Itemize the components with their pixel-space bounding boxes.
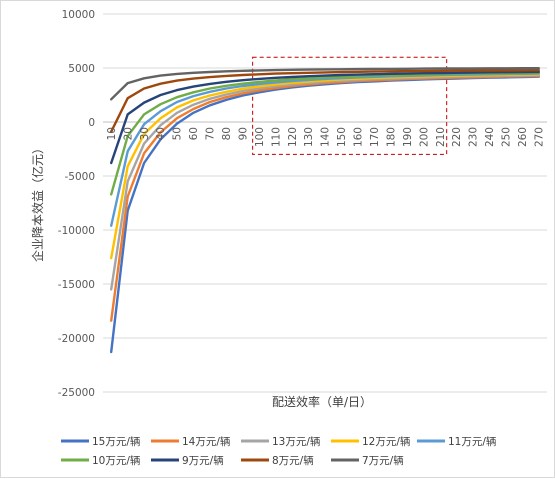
x-tick-label: 180	[385, 127, 397, 147]
legend-label: 7万元/辆	[362, 454, 404, 467]
x-tick-label: 150	[336, 127, 348, 147]
x-tick-label: 200	[418, 127, 430, 147]
x-tick-label: 30	[139, 127, 151, 140]
x-tick-label: 100	[254, 127, 266, 147]
series-line	[109, 75, 540, 354]
y-tick-label: 5000	[68, 63, 95, 75]
x-tick-label: 130	[303, 127, 315, 147]
x-tick-label: 250	[501, 127, 513, 147]
x-tick-label: 70	[205, 127, 217, 140]
x-tick-label: 140	[320, 127, 332, 147]
y-tick-label: -10000	[58, 225, 95, 237]
y-tick-label: -20000	[58, 333, 95, 345]
x-tick-label: 230	[468, 127, 480, 147]
x-tick-label: 80	[221, 127, 233, 140]
x-tick-label: 190	[402, 127, 414, 147]
legend-label: 8万元/辆	[272, 454, 314, 467]
y-tick-label: 10000	[62, 9, 95, 21]
y-axis-title: 企业降本效益（亿元）	[30, 142, 45, 262]
x-tick-label: 60	[188, 127, 200, 140]
y-tick-labels: 10000 5000 0 -5000 -10000 -15000 -20000 -25000	[58, 9, 95, 399]
x-tick-label: 260	[517, 127, 529, 147]
legend-label: 13万元/辆	[272, 435, 320, 448]
y-tick-label: -25000	[58, 387, 95, 399]
series-lines	[109, 66, 540, 354]
x-tick-label: 20	[122, 127, 134, 140]
highlight-rect	[252, 56, 448, 155]
x-tick-label: 50	[172, 127, 184, 140]
highlight-box	[252, 56, 448, 155]
x-tick-label: 90	[237, 127, 249, 140]
x-tick-label: 210	[435, 127, 447, 147]
gridlines	[103, 13, 547, 393]
x-tick-label: 110	[270, 127, 282, 147]
x-axis-title: 配送效率（单/日）	[272, 394, 372, 409]
legend-label: 15万元/辆	[92, 435, 140, 448]
x-tick-labels: 10 20 30 40 50 60 70 80 90 100 110 120 130 140 150 160 1…	[106, 127, 546, 147]
x-tick-label: 240	[484, 127, 496, 147]
x-tick-label: 170	[369, 127, 381, 147]
x-tick-label: 220	[451, 127, 463, 147]
x-tick-label: 10	[106, 127, 118, 140]
y-tick-label: -5000	[64, 171, 95, 183]
legend-label: 9万元/辆	[182, 454, 224, 467]
x-tick-label: 160	[353, 127, 365, 147]
legend-label: 10万元/辆	[92, 454, 140, 467]
series-line	[109, 70, 540, 165]
x-tick-label: 40	[155, 127, 167, 140]
y-tick-label: 0	[88, 117, 95, 129]
series-line	[109, 66, 540, 101]
series-line	[109, 68, 540, 133]
series-line	[109, 72, 540, 227]
x-tick-label: 270	[533, 127, 545, 147]
y-tick-label: -15000	[58, 279, 95, 291]
legend-label: 12万元/辆	[362, 435, 410, 448]
legend-label: 11万元/辆	[448, 435, 496, 448]
legend-label: 14万元/辆	[182, 435, 230, 448]
legend: 15万元/辆 14万元/辆 13万元/辆 12万元/辆 11万元/辆 10万元/辆 9万元/…	[61, 435, 496, 467]
x-tick-label: 120	[287, 127, 299, 147]
